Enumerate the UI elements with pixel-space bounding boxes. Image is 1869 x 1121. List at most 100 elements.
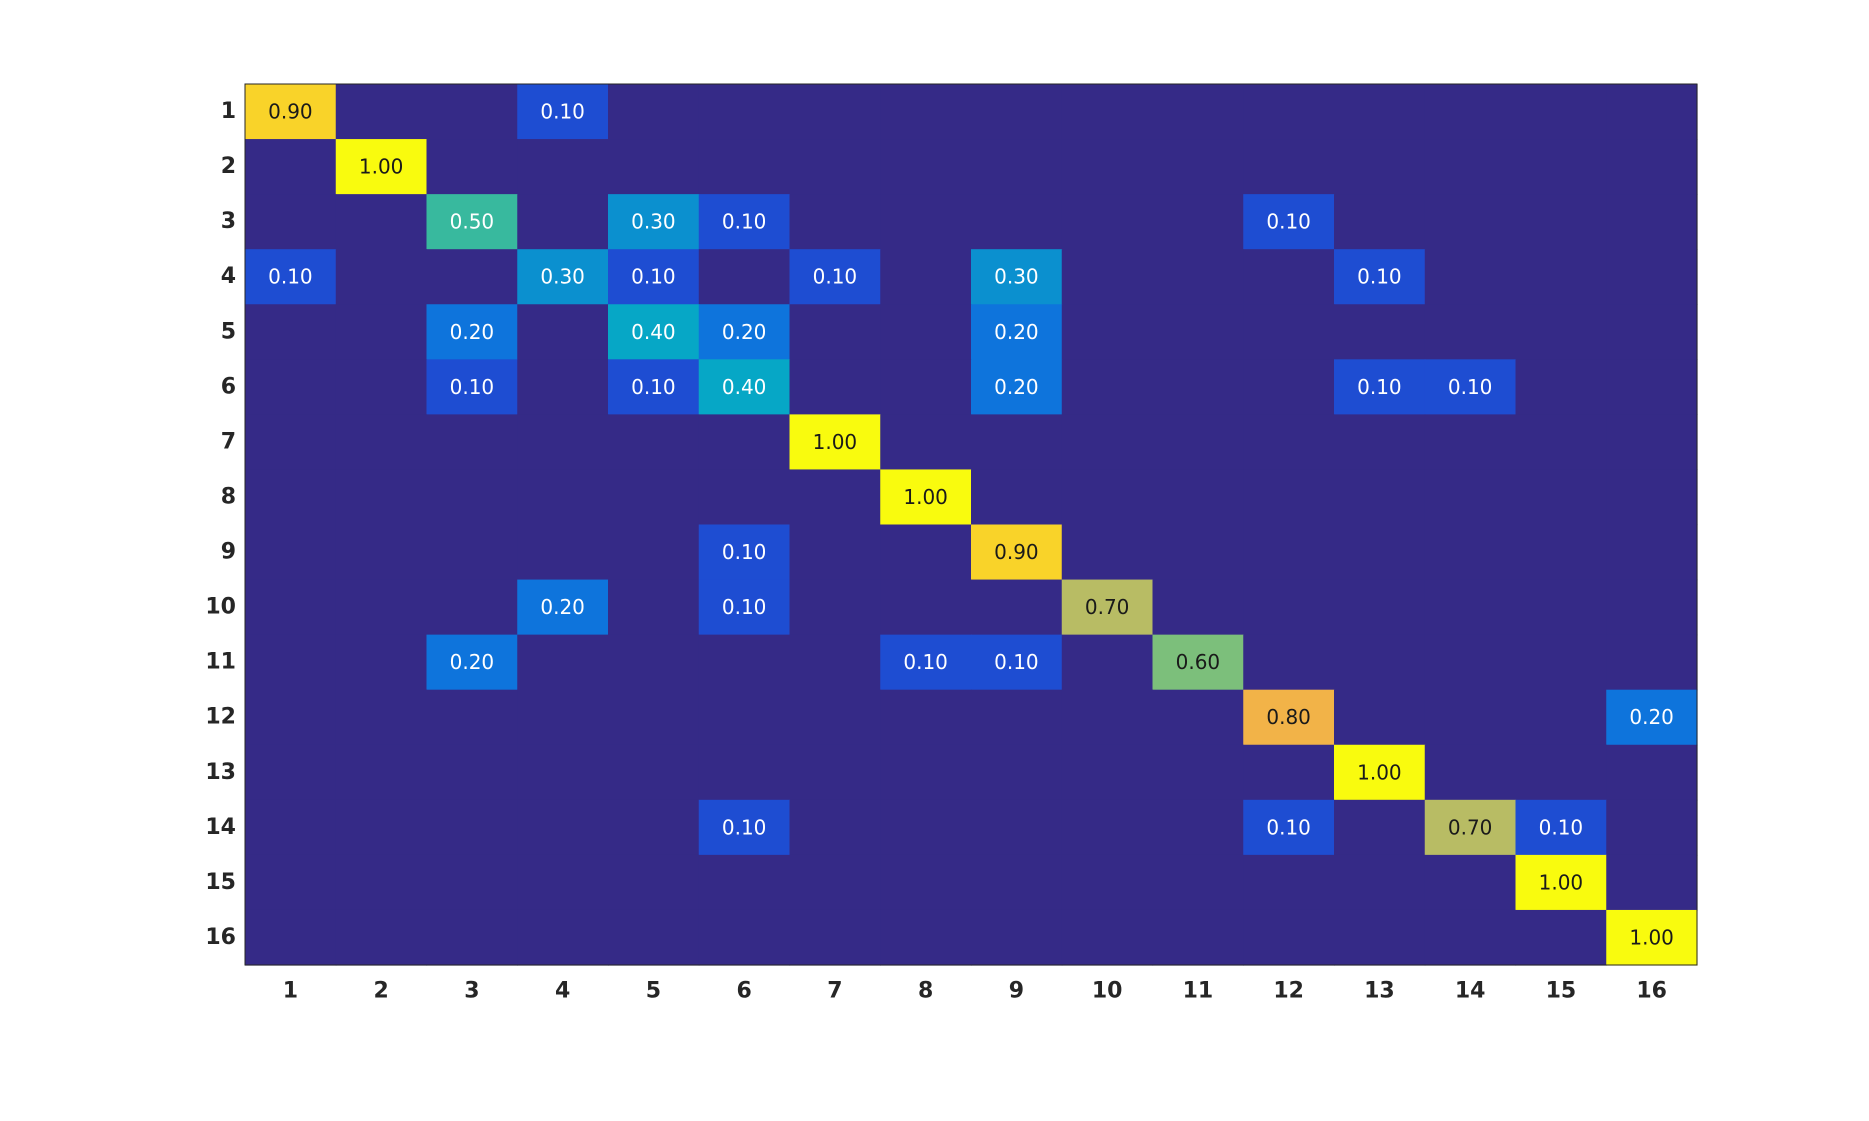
cell-value-label: 0.10: [631, 375, 676, 399]
cell-value-label: 0.10: [1357, 375, 1402, 399]
heatmap-cell: [698, 799, 791, 856]
cell-value-label: 0.30: [631, 210, 676, 234]
heatmap-cell: [1424, 634, 1517, 691]
heatmap-cell: [880, 689, 972, 746]
heatmap-cell: [1152, 139, 1244, 195]
heatmap-cell: [1515, 909, 1607, 966]
heatmap-cell-labels: 0.90 0.10 1.00 0.50 0.30 0.10 0.10 0.10 0.30 0.10…: [268, 100, 1674, 950]
heatmap-cell: [1334, 249, 1426, 305]
heatmap-cell: [1152, 304, 1244, 360]
y-tick-label: 2: [221, 154, 236, 179]
heatmap-cell: [789, 84, 881, 140]
y-tick-label: 8: [221, 484, 236, 509]
heatmap-cell: [1606, 469, 1698, 526]
cell-value-label: 0.70: [1448, 815, 1493, 839]
x-tick-label: 2: [373, 979, 388, 1004]
heatmap-cell: [1515, 799, 1607, 856]
cell-value-label: 0.10: [1539, 815, 1584, 839]
y-tick-label: 3: [221, 209, 236, 234]
heatmap-cell: [245, 909, 337, 966]
heatmap-cell: [1243, 579, 1335, 636]
heatmap-cell: [426, 139, 518, 195]
heatmap-cell: [789, 854, 881, 911]
heatmap-cell: [698, 194, 791, 250]
heatmap-cell: [245, 579, 337, 636]
cell-value-label: 0.10: [722, 595, 767, 619]
heatmap-cell: [1515, 634, 1607, 691]
heatmap-cell: [1152, 84, 1244, 140]
heatmap-cell: [1334, 469, 1426, 526]
heatmap-cell: [1424, 909, 1517, 966]
heatmap-cell: [1243, 909, 1335, 966]
heatmap-cell: [1515, 469, 1607, 526]
heatmap-cell: [426, 194, 518, 250]
cell-value-label: 0.20: [994, 375, 1039, 399]
y-tick-label: 7: [221, 429, 236, 454]
heatmap-cell: [608, 524, 700, 581]
heatmap-cell: [1243, 524, 1335, 581]
heatmap-cell: [698, 744, 791, 801]
heatmap-cell: [1334, 524, 1426, 581]
heatmap-cell: [1334, 799, 1426, 856]
heatmap-cell: [517, 304, 609, 360]
y-tick-label: 6: [221, 374, 236, 399]
cell-value-label: 0.10: [450, 375, 495, 399]
x-tick-label: 6: [736, 979, 751, 1004]
heatmap-cell: [1515, 194, 1607, 250]
heatmap-cell: [971, 414, 1063, 471]
heatmap-cell: [245, 744, 337, 801]
heatmap-cell: [1606, 84, 1698, 140]
heatmap-cell: [971, 469, 1063, 526]
heatmap-cell: [426, 359, 518, 415]
heatmap-cell: [698, 689, 791, 746]
heatmap-cell: [789, 524, 881, 581]
heatmap-cell: [1061, 634, 1154, 691]
heatmap-cell: [1515, 579, 1607, 636]
heatmap-cell: [1606, 359, 1698, 415]
heatmap-cell: [517, 744, 609, 801]
heatmap-cell: [1061, 909, 1154, 966]
heatmap-cell: [698, 414, 791, 471]
heatmap-cell: [698, 909, 791, 966]
heatmap-cell: [698, 84, 791, 140]
heatmap-cell: [789, 689, 881, 746]
cell-value-label: 1.00: [1629, 925, 1674, 949]
heatmap-cell: [971, 359, 1063, 415]
x-tick-label: 7: [827, 979, 842, 1004]
heatmap-cell: [698, 249, 791, 305]
cell-value-label: 1.00: [813, 430, 858, 454]
heatmap-cell: [698, 304, 791, 360]
heatmap-cell: [517, 194, 609, 250]
x-tick-label: 16: [1636, 979, 1667, 1004]
heatmap-cell: [1424, 194, 1517, 250]
heatmap-cell: [1424, 469, 1517, 526]
heatmap-cell: [1606, 634, 1698, 691]
heatmap-cells: [245, 84, 1698, 966]
heatmap-cell: [426, 469, 518, 526]
heatmap-cell: [335, 909, 428, 966]
heatmap-cell: [517, 84, 609, 140]
cell-value-label: 0.10: [903, 650, 948, 674]
heatmap-cell: [1334, 304, 1426, 360]
heatmap-cell: [1243, 84, 1335, 140]
heatmap-cell: [1515, 744, 1607, 801]
heatmap-cell: [608, 689, 700, 746]
heatmap-cell: [517, 689, 609, 746]
heatmap-cell: [517, 909, 609, 966]
heatmap-cell: [789, 579, 881, 636]
cell-value-label: 0.80: [1266, 705, 1311, 729]
heatmap-cell: [1515, 854, 1607, 911]
heatmap-cell: [1334, 579, 1426, 636]
heatmap-cell: [880, 359, 972, 415]
cell-value-label: 0.10: [1266, 210, 1311, 234]
cell-value-label: 1.00: [359, 155, 404, 179]
heatmap-cell: [426, 634, 518, 691]
y-tick-label: 15: [205, 870, 236, 895]
heatmap-cell: [608, 84, 700, 140]
heatmap-cell: [335, 744, 428, 801]
heatmap-cell: [880, 634, 972, 691]
heatmap-cell: [789, 414, 881, 471]
heatmap-cell: [426, 414, 518, 471]
cell-value-label: 0.20: [1629, 705, 1674, 729]
cell-value-label: 0.20: [540, 595, 585, 619]
